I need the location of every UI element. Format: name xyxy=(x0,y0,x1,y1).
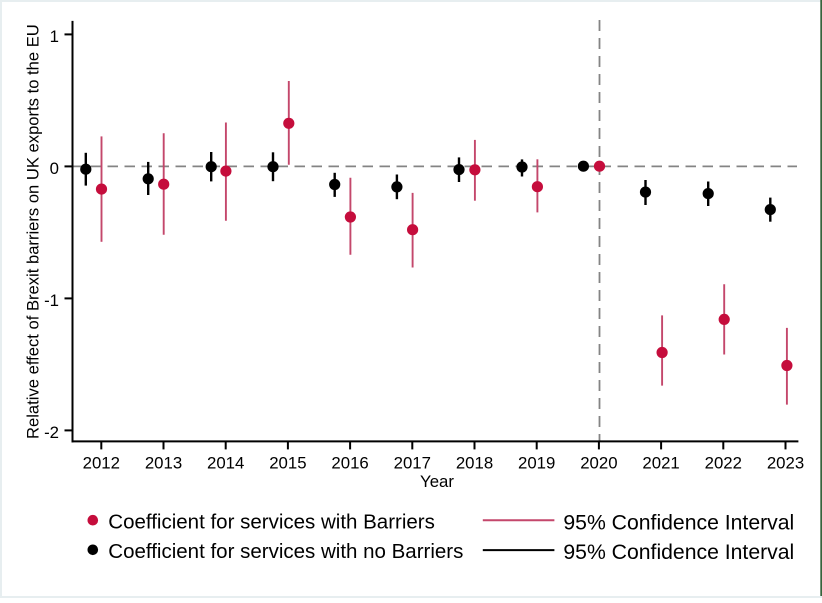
svg-text:95% Confidence Interval: 95% Confidence Interval xyxy=(563,541,794,564)
svg-text:2018: 2018 xyxy=(456,454,493,473)
svg-text:Relative effect of Brexit barr: Relative effect of Brexit barriers on UK… xyxy=(23,24,42,439)
svg-text:2014: 2014 xyxy=(207,454,244,473)
svg-text:-1: -1 xyxy=(44,291,59,310)
svg-text:2016: 2016 xyxy=(331,454,368,473)
svg-text:1: 1 xyxy=(50,27,59,46)
svg-text:Coefficient for services with: Coefficient for services with no Barrier… xyxy=(108,540,463,563)
svg-text:2023: 2023 xyxy=(767,454,804,473)
svg-text:2020: 2020 xyxy=(580,454,617,473)
svg-text:2015: 2015 xyxy=(269,454,306,473)
svg-text:Year: Year xyxy=(420,472,454,491)
svg-text:Coefficient for services with: Coefficient for services with Barriers xyxy=(108,511,435,534)
svg-text:95% Confidence Interval: 95% Confidence Interval xyxy=(563,511,794,534)
svg-text:-2: -2 xyxy=(44,423,59,442)
svg-text:2019: 2019 xyxy=(518,454,555,473)
svg-text:2013: 2013 xyxy=(145,454,182,473)
svg-text:2017: 2017 xyxy=(394,454,431,473)
svg-text:2012: 2012 xyxy=(83,454,120,473)
svg-text:2022: 2022 xyxy=(705,454,742,473)
svg-text:2021: 2021 xyxy=(642,454,679,473)
svg-text:0: 0 xyxy=(50,159,59,178)
